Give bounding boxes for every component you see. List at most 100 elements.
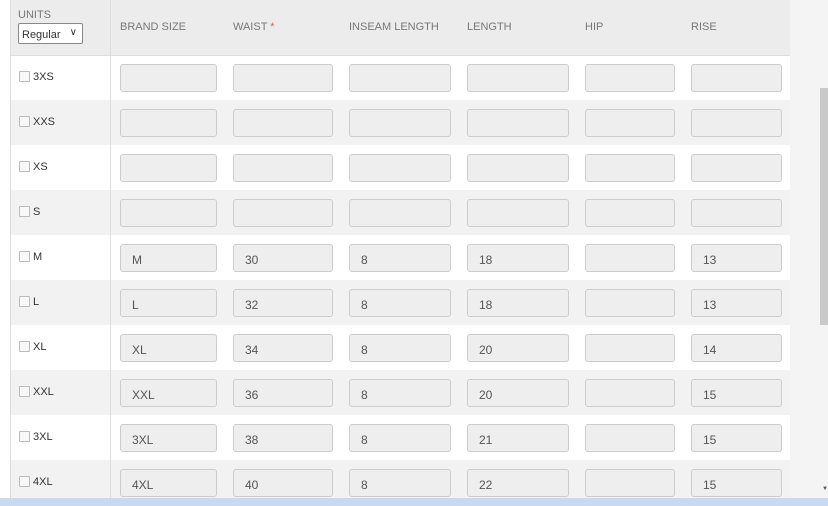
size-label: 4XL [33,476,53,488]
length-input[interactable] [467,64,569,92]
col-rise: RISE [691,21,717,33]
rise-input[interactable] [691,109,782,137]
size-label: XXS [33,116,56,128]
scroll-down-arrow-icon[interactable]: ▼ [822,486,828,492]
rise-input[interactable]: 15 [691,379,782,407]
length-input[interactable]: 18 [467,244,569,272]
hip-input[interactable] [585,469,675,497]
size-checkbox[interactable] [19,296,30,307]
length-input[interactable]: 20 [467,334,569,362]
length-input[interactable]: 18 [467,289,569,317]
inseam-length-input[interactable]: 8 [349,424,451,452]
table-row: XXL XXL 36 8 20 15 [11,370,790,415]
waist-input[interactable]: 38 [233,424,333,452]
inseam-length-input[interactable] [349,109,451,137]
inseam-length-input[interactable]: 8 [349,379,451,407]
units-select[interactable]: Regular ∨ [18,23,83,44]
brand-size-input[interactable] [120,199,217,227]
waist-input[interactable]: 34 [233,334,333,362]
table-row: 3XL 3XL 38 8 21 15 [11,415,790,460]
length-input[interactable] [467,109,569,137]
col-waist: WAIST * [233,21,275,33]
size-chart-table: UNITS Regular ∨ BRAND SIZE WAIST * INSEAM… [10,0,791,506]
col-hip: HIP [585,21,604,33]
size-checkbox[interactable] [19,476,30,487]
size-checkbox[interactable] [19,206,30,217]
col-length: LENGTH [467,21,512,33]
chevron-down-icon: ∨ [69,27,77,38]
hip-input[interactable] [585,199,675,227]
brand-size-input[interactable] [120,154,217,182]
table-row: L L 32 8 18 13 [11,280,790,325]
units-value: Regular [22,29,61,41]
length-input[interactable]: 20 [467,379,569,407]
hip-input[interactable] [585,109,675,137]
column-divider [110,0,111,506]
size-checkbox[interactable] [19,431,30,442]
scrollbar-thumb[interactable] [820,88,828,325]
inseam-length-input[interactable]: 8 [349,244,451,272]
inseam-length-input[interactable]: 8 [349,469,451,497]
size-checkbox[interactable] [19,116,30,127]
brand-size-input[interactable]: 4XL [120,469,217,497]
length-input[interactable]: 22 [467,469,569,497]
waist-input[interactable] [233,109,333,137]
length-input[interactable] [467,154,569,182]
size-label: XL [33,341,47,353]
table-row: XL XL 34 8 20 14 [11,325,790,370]
waist-input[interactable]: 32 [233,289,333,317]
table-row: 3XS [11,55,790,100]
brand-size-input[interactable]: XL [120,334,217,362]
rise-input[interactable] [691,64,782,92]
col-inseam: INSEAM LENGTH [349,21,439,33]
hip-input[interactable] [585,244,675,272]
inseam-length-input[interactable]: 8 [349,334,451,362]
size-checkbox[interactable] [19,251,30,262]
table-row: S [11,190,790,235]
length-input[interactable]: 21 [467,424,569,452]
brand-size-input[interactable]: L [120,289,217,317]
size-checkbox[interactable] [19,386,30,397]
hip-input[interactable] [585,289,675,317]
size-label: XS [33,161,48,173]
inseam-length-input[interactable] [349,154,451,182]
inseam-length-input[interactable] [349,64,451,92]
hip-input[interactable] [585,154,675,182]
hip-input[interactable] [585,64,675,92]
brand-size-input[interactable] [120,64,217,92]
waist-input[interactable] [233,64,333,92]
rise-input[interactable]: 13 [691,244,782,272]
waist-input[interactable] [233,199,333,227]
hip-input[interactable] [585,334,675,362]
table-header: UNITS Regular ∨ BRAND SIZE WAIST * INSEAM… [11,0,790,56]
size-checkbox[interactable] [19,71,30,82]
brand-size-input[interactable] [120,109,217,137]
rise-input[interactable]: 13 [691,289,782,317]
length-input[interactable] [467,199,569,227]
brand-size-input[interactable]: M [120,244,217,272]
hip-input[interactable] [585,424,675,452]
inseam-length-input[interactable] [349,199,451,227]
waist-input[interactable]: 40 [233,469,333,497]
waist-input[interactable]: 36 [233,379,333,407]
rise-input[interactable]: 15 [691,469,782,497]
size-label: XXL [33,386,54,398]
table-row: M M 30 8 18 13 [11,235,790,280]
brand-size-input[interactable]: XXL [120,379,217,407]
size-label: 3XS [33,71,54,83]
hip-input[interactable] [585,379,675,407]
size-label: S [33,206,41,218]
rise-input[interactable] [691,154,782,182]
table-row: 4XL 4XL 40 8 22 15 [11,460,790,505]
brand-size-input[interactable]: 3XL [120,424,217,452]
size-checkbox[interactable] [19,341,30,352]
table-row: XXS [11,100,790,145]
waist-input[interactable]: 30 [233,244,333,272]
units-label: UNITS [18,9,51,21]
rise-input[interactable]: 15 [691,424,782,452]
rise-input[interactable] [691,199,782,227]
size-checkbox[interactable] [19,161,30,172]
inseam-length-input[interactable]: 8 [349,289,451,317]
waist-input[interactable] [233,154,333,182]
rise-input[interactable]: 14 [691,334,782,362]
